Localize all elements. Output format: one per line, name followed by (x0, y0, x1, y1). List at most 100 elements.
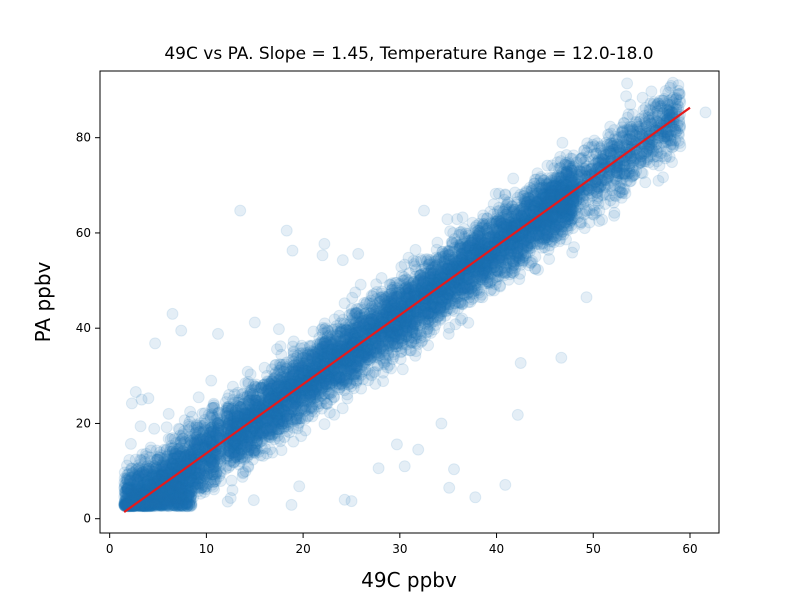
data-point (558, 198, 571, 211)
data-point (519, 249, 532, 262)
data-point (616, 172, 629, 185)
data-point (548, 177, 561, 190)
data-point (560, 168, 573, 180)
data-point (232, 386, 244, 399)
data-point (364, 347, 377, 360)
data-point (407, 310, 420, 323)
data-point (325, 367, 338, 380)
data-point (221, 441, 234, 454)
data-point (408, 315, 421, 328)
data-point (334, 349, 347, 362)
data-point (181, 458, 193, 471)
data-point (380, 291, 393, 303)
data-point (127, 487, 140, 500)
data-point (498, 193, 511, 206)
data-point (551, 215, 564, 228)
data-point (627, 134, 640, 147)
data-point (328, 408, 341, 421)
data-point (405, 344, 417, 357)
data-point (301, 362, 314, 375)
data-point (608, 206, 621, 219)
data-point (520, 204, 533, 217)
data-point (654, 100, 666, 113)
data-point (540, 193, 553, 206)
data-point (160, 450, 173, 463)
data-point (339, 368, 352, 381)
data-point (340, 369, 352, 382)
data-point (652, 121, 665, 134)
data-point (567, 149, 580, 162)
data-point (240, 440, 253, 453)
data-point (222, 413, 235, 426)
data-point (370, 333, 383, 346)
data-point (194, 436, 206, 449)
data-point (496, 255, 509, 268)
data-point (390, 322, 403, 335)
data-point (119, 497, 132, 510)
data-point (208, 454, 220, 466)
data-point (476, 220, 489, 233)
data-point (310, 357, 323, 370)
data-point (467, 244, 480, 257)
data-point (448, 288, 461, 301)
data-point (533, 228, 546, 241)
data-point (478, 237, 491, 249)
data-point (166, 487, 179, 500)
data-point (129, 481, 142, 494)
data-point (522, 199, 535, 212)
data-point (376, 287, 389, 300)
chart-title: 49C vs PA. Slope = 1.45, Temperature Ran… (164, 44, 653, 64)
data-point (398, 319, 411, 332)
data-point (206, 468, 219, 481)
data-point (462, 249, 475, 262)
data-point (183, 487, 196, 499)
data-point (345, 307, 358, 320)
data-point (329, 342, 342, 355)
data-point (601, 150, 614, 163)
data-point (226, 380, 239, 393)
data-point (550, 187, 563, 200)
data-point (207, 434, 220, 447)
data-point (456, 281, 469, 294)
data-point (267, 379, 280, 392)
data-point (543, 182, 556, 195)
data-point (237, 414, 250, 427)
data-point (287, 335, 300, 348)
data-point (353, 312, 366, 325)
data-point (483, 221, 496, 234)
data-point (414, 282, 427, 295)
data-point (352, 341, 364, 354)
data-point (228, 446, 241, 458)
data-point (175, 484, 188, 497)
data-point (296, 385, 309, 398)
data-point (672, 88, 685, 101)
data-point (525, 228, 538, 241)
data-point (600, 136, 613, 149)
data-point (206, 453, 219, 466)
data-point (405, 331, 418, 344)
data-point (198, 486, 211, 498)
data-point (182, 448, 195, 461)
data-point (525, 225, 538, 238)
data-point (608, 209, 621, 222)
data-point (181, 489, 194, 501)
data-point (136, 499, 149, 512)
data-point (150, 462, 163, 474)
data-point (451, 284, 464, 297)
scatter-points (118, 76, 712, 513)
data-point (357, 343, 370, 356)
data-point (563, 212, 576, 225)
data-point (517, 243, 530, 256)
data-point (528, 262, 541, 275)
data-point (396, 295, 409, 308)
data-point (500, 262, 513, 274)
data-point (647, 144, 659, 157)
data-point (365, 369, 378, 382)
data-point (305, 362, 318, 375)
data-point (239, 407, 252, 420)
data-point (179, 498, 192, 511)
data-point (202, 430, 215, 443)
data-point (508, 219, 521, 232)
data-point (454, 314, 467, 327)
data-point (652, 174, 665, 187)
